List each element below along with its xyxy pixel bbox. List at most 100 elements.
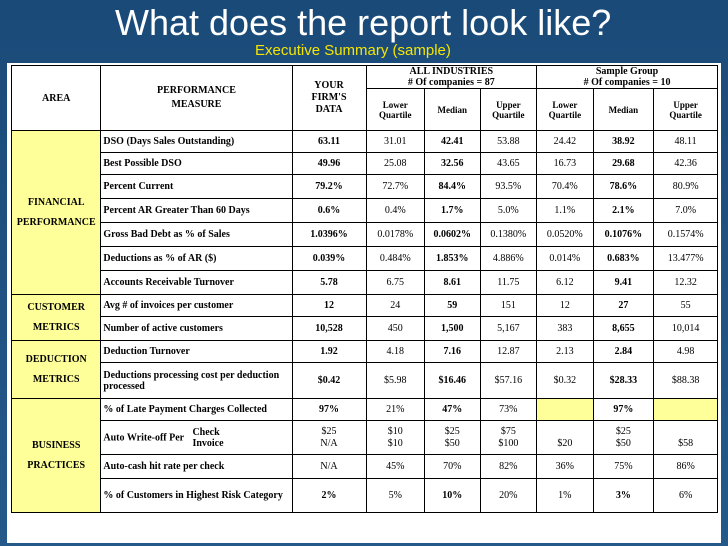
measure-cell: Accounts Receivable Turnover [100, 270, 293, 295]
sample-lower-quartile-cell: 2.13 [536, 340, 594, 363]
measure-cell: % of Late Payment Charges Collected [100, 398, 293, 421]
sample-upper-quartile-cell: 55 [653, 294, 718, 317]
all-median-cell: 47% [424, 398, 481, 421]
all-upper-quartile-cell: 12.87 [479, 340, 538, 363]
header-sample-group-line2: # Of companies = 10 [583, 77, 671, 88]
measure-cell: DSO (Days Sales Outstanding) [100, 130, 293, 153]
measure-cell: Avg # of invoices per customer [100, 294, 293, 317]
table-row: Gross Bad Debt as % of Sales 1.0396% 0.0… [12, 222, 718, 247]
sample-median-cell: 75% [592, 454, 655, 479]
sample-median-cell: 38.92 [592, 130, 655, 153]
table-row: BUSINESS PRACTICES % of Late Payment Cha… [10, 398, 718, 513]
header-sample-upper-quartile: Upper Quartile [653, 88, 718, 131]
all-upper-quartile-cell: 5,167 [479, 316, 538, 341]
table-row: FINANCIAL PERFORMANCE DSO (Days Sales Ou… [10, 130, 718, 295]
firm-cell: 5.78 [291, 270, 367, 295]
sample-upper-quartile-cell: 80.9% [653, 174, 718, 199]
firm-invoice-value: N/A [320, 437, 338, 449]
sample-upper-quartile-cell: 48.11 [653, 130, 718, 153]
all-lower-quartile-cell: 25.08 [365, 152, 426, 175]
sample-median-cell: 0.683% [592, 246, 655, 271]
all-median-cell: 1,500 [424, 316, 481, 341]
slide-title: What does the report look like? [115, 2, 612, 43]
sample-lower-quartile-cell: 1% [536, 478, 594, 513]
sample-median-cell: 8,655 [592, 316, 655, 341]
header-firm-data: YOUR FIRM'S DATA [291, 65, 367, 131]
measure-cell: % of Customers in Highest Risk Category [100, 478, 293, 513]
area-business: BUSINESS PRACTICES [10, 398, 102, 513]
measure-cell: Deductions as % of AR ($) [100, 246, 293, 271]
sample-med-check: $25 [615, 425, 631, 437]
all-median-cell: 59 [424, 294, 481, 317]
sample-lower-quartile-cell: 6.12 [536, 270, 594, 295]
table-row: Best Possible DSO 49.96 25.08 32.56 43.6… [12, 152, 718, 175]
sample-lower-quartile-cell: 0.014% [536, 246, 594, 271]
sample-lower-quartile-cell: 16.73 [536, 152, 594, 175]
all-upper-quartile-cell: 73% [479, 398, 538, 421]
header-all-lower-quartile: Lower Quartile [365, 88, 426, 131]
measure-cell: Deductions processing cost per deduction… [100, 362, 293, 399]
all-lq-check: $10 [387, 425, 403, 437]
table-row: % of Customers in Highest Risk Category … [12, 478, 718, 513]
all-lower-quartile-cell: 6.75 [365, 270, 426, 295]
all-upper-quartile-cell: 11.75 [479, 270, 538, 295]
sample-uq-invoice: $58 [678, 437, 694, 449]
sample-upper-quartile-cell: 7.0% [653, 198, 718, 223]
all-upper-quartile-cell: $75 $100 [479, 420, 538, 455]
all-upper-quartile-cell: 20% [479, 478, 538, 513]
firm-cell: 63.11 [291, 130, 367, 153]
header-area: AREA [10, 65, 102, 131]
sample-median-cell: $28.33 [592, 362, 655, 399]
all-lower-quartile-cell: 45% [365, 454, 426, 479]
firm-cell: 97% [291, 398, 367, 421]
all-median-cell: $16.46 [424, 362, 481, 399]
measure-cell: Auto Write-off Per Check Invoice [100, 420, 293, 455]
sample-lq-invoice: $20 [557, 437, 573, 449]
all-lower-quartile-cell: 72.7% [365, 174, 426, 199]
area-deduction: DEDUCTION METRICS [10, 340, 102, 399]
all-lower-quartile-cell: 0.0178% [365, 222, 426, 247]
firm-cell: 0.039% [291, 246, 367, 271]
sample-upper-quartile-cell [653, 398, 718, 421]
header-measure-line1: PERFORMANCE [157, 85, 236, 96]
all-median-cell: 42.41 [424, 130, 481, 153]
sample-upper-quartile-cell: 6% [653, 478, 718, 513]
all-upper-quartile-cell: 4.886% [479, 246, 538, 271]
all-lower-quartile-cell: 0.4% [365, 198, 426, 223]
firm-cell: $0.42 [291, 362, 367, 399]
all-lower-quartile-cell: 5% [365, 478, 426, 513]
measure-cell: Deduction Turnover [100, 340, 293, 363]
sample-median-cell: 29.68 [592, 152, 655, 175]
sample-lower-quartile-cell [536, 398, 594, 421]
measure-cell: Gross Bad Debt as % of Sales [100, 222, 293, 247]
firm-cell: $25 N/A [291, 420, 367, 455]
all-median-cell: 32.56 [424, 152, 481, 175]
firm-cell: 1.0396% [291, 222, 367, 247]
header-all-industries: ALL INDUSTRIES # Of companies = 87 [365, 65, 538, 89]
firm-cell: 79.2% [291, 174, 367, 199]
table-row: Auto Write-off Per Check Invoice $25 N/A… [12, 420, 718, 455]
measure-invoice: Invoice [192, 437, 224, 449]
report-sheet: AREA PERFORMANCE MEASURE YOUR FIRM'S DAT… [7, 63, 721, 543]
all-upper-quartile-cell: $57.16 [479, 362, 538, 399]
sample-median-cell: $25 $50 [592, 420, 655, 455]
all-upper-quartile-cell: 82% [479, 454, 538, 479]
table-row: Accounts Receivable Turnover 5.78 6.75 8… [12, 270, 718, 295]
sample-lower-quartile-cell: 1.1% [536, 198, 594, 223]
table-row: DEDUCTION METRICS Deduction Turnover 1.9… [10, 340, 718, 399]
sample-upper-quartile-cell: 12.32 [653, 270, 718, 295]
sample-lower-quartile-cell: $0.32 [536, 362, 594, 399]
sample-median-cell: 2.1% [592, 198, 655, 223]
all-lq-invoice: $10 [387, 437, 403, 449]
all-uq-check: $75 [500, 425, 516, 437]
sample-median-cell: 78.6% [592, 174, 655, 199]
measure-auto-writeoff: Auto Write-off Per [103, 431, 184, 443]
header-firm-line2: FIRM'S [311, 92, 347, 103]
header-all-median: Median [424, 88, 481, 131]
sample-lower-quartile-cell: 24.42 [536, 130, 594, 153]
area-financial: FINANCIAL PERFORMANCE [10, 130, 102, 295]
header-all-upper-quartile: Upper Quartile [479, 88, 538, 131]
measure-cell: Number of active customers [100, 316, 293, 341]
header-sample-group: Sample Group # Of companies = 10 [536, 65, 718, 89]
sample-median-cell: 0.1076% [592, 222, 655, 247]
